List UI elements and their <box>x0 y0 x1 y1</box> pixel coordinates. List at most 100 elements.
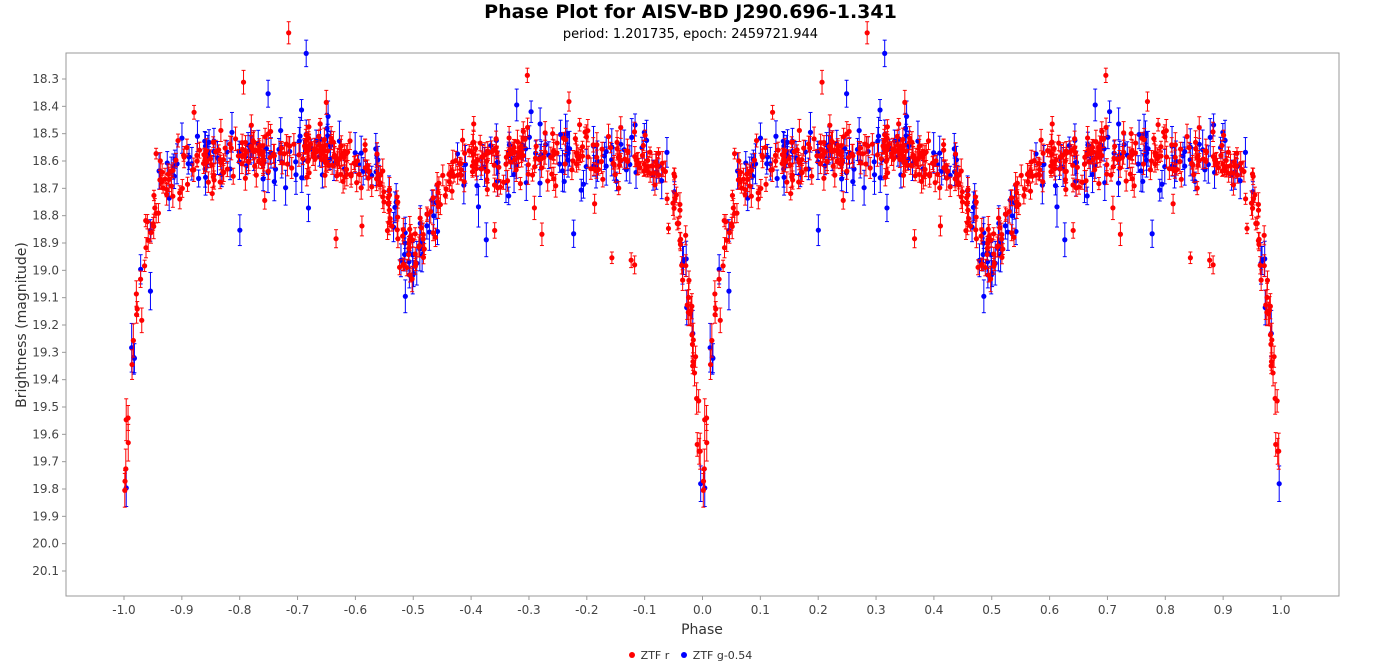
data-point-ztf-r <box>1263 302 1269 308</box>
data-point-ztf-g <box>970 204 977 210</box>
data-point-ztf-r <box>1172 142 1178 148</box>
data-point-ztf-r <box>1127 171 1133 177</box>
data-point-ztf-r <box>550 130 556 137</box>
data-point-ztf-r <box>525 171 531 177</box>
data-point-ztf-r <box>673 192 679 198</box>
data-point-ztf-r <box>218 127 224 134</box>
data-point-ztf-g <box>1013 228 1019 235</box>
data-point-ztf-r <box>184 144 190 151</box>
data-point-ztf-r <box>1014 203 1020 209</box>
data-point-ztf-r <box>432 234 439 240</box>
data-point-ztf-g <box>629 134 635 140</box>
data-point-ztf-r <box>713 306 719 312</box>
data-point-ztf-r <box>966 215 972 222</box>
data-point-ztf-r <box>1219 142 1225 149</box>
data-point-ztf-g <box>537 121 543 127</box>
data-point-ztf-r <box>874 152 881 158</box>
data-point-ztf-r <box>1040 150 1046 156</box>
data-point-ztf-r <box>811 136 817 142</box>
data-point-ztf-r <box>1110 205 1116 211</box>
data-point-ztf-r <box>394 194 400 200</box>
data-point-ztf-r <box>916 171 922 178</box>
data-point-ztf-g <box>1276 481 1282 487</box>
data-point-ztf-r <box>927 173 933 179</box>
data-point-ztf-r <box>864 30 870 36</box>
data-point-ztf-g <box>1149 231 1155 237</box>
data-point-ztf-g <box>757 135 764 141</box>
data-point-ztf-r <box>763 181 769 187</box>
data-point-ztf-r <box>925 138 932 144</box>
data-point-ztf-g <box>1159 181 1165 187</box>
data-point-ztf-r <box>1269 337 1275 343</box>
data-point-ztf-r <box>300 156 306 162</box>
data-point-ztf-r <box>665 225 672 232</box>
data-point-ztf-r <box>837 160 843 167</box>
data-point-ztf-r <box>1163 154 1170 160</box>
chart-subtitle: period: 1.201735, epoch: 2459721.944 <box>562 27 819 42</box>
data-point-ztf-r <box>917 152 923 159</box>
data-point-ztf-r <box>400 233 406 239</box>
data-point-ztf-g <box>877 175 883 181</box>
data-point-ztf-g <box>1207 134 1213 140</box>
data-point-ztf-r <box>520 153 527 159</box>
data-point-ztf-r <box>704 440 710 446</box>
data-point-ztf-g <box>1136 131 1142 138</box>
data-point-ztf-r <box>721 245 728 251</box>
data-point-ztf-r <box>772 152 779 158</box>
data-point-ztf-r <box>1103 72 1109 78</box>
data-point-ztf-r <box>809 173 815 179</box>
data-point-ztf-r <box>616 185 622 191</box>
data-point-ztf-r <box>1057 154 1063 160</box>
data-point-ztf-r <box>912 173 918 179</box>
data-point-ztf-g <box>571 231 577 237</box>
data-point-ztf-r <box>258 160 265 167</box>
data-point-ztf-r <box>232 136 239 142</box>
data-point-ztf-g <box>710 355 716 361</box>
data-point-ztf-g <box>1140 178 1146 185</box>
data-point-ztf-r <box>616 162 623 168</box>
data-point-ztf-r <box>569 167 575 173</box>
data-point-ztf-g <box>807 129 814 135</box>
data-point-ztf-r <box>321 148 327 155</box>
data-point-ztf-g <box>851 166 857 172</box>
data-point-ztf-r <box>173 157 179 163</box>
data-point-ztf-r <box>209 190 215 197</box>
data-point-ztf-r <box>1230 182 1237 188</box>
data-point-ztf-r <box>1270 370 1276 376</box>
data-point-ztf-r <box>655 150 662 156</box>
data-point-ztf-r <box>652 182 658 188</box>
data-point-ztf-r <box>511 144 517 150</box>
data-point-ztf-g <box>743 160 749 166</box>
data-point-ztf-r <box>1207 257 1213 263</box>
data-point-ztf-r <box>1203 148 1209 154</box>
data-point-ztf-r <box>1040 179 1046 185</box>
data-point-ztf-r <box>191 109 197 115</box>
data-point-ztf-r <box>485 148 491 154</box>
data-point-ztf-r <box>492 227 498 234</box>
data-point-ztf-r <box>579 144 586 150</box>
data-point-ztf-g <box>580 181 587 187</box>
data-point-ztf-r <box>594 154 600 160</box>
data-point-ztf-r <box>374 151 380 157</box>
data-point-ztf-r <box>462 150 468 156</box>
data-point-ztf-r <box>703 415 710 421</box>
data-point-ztf-r <box>814 153 820 159</box>
data-point-ztf-r <box>796 179 802 185</box>
data-point-ztf-r <box>296 152 302 158</box>
data-point-ztf-r <box>595 166 602 173</box>
data-point-ztf-g <box>483 237 489 243</box>
data-point-ztf-g <box>424 223 430 229</box>
data-point-ztf-r <box>858 160 864 166</box>
data-point-ztf-r <box>442 192 448 199</box>
data-point-ztf-r <box>1108 172 1114 178</box>
data-point-ztf-r <box>674 220 680 227</box>
data-point-ztf-r <box>588 166 594 172</box>
data-point-ztf-r <box>585 154 591 160</box>
data-point-ztf-g <box>324 125 330 131</box>
data-point-ztf-r <box>123 466 129 472</box>
data-point-ztf-r <box>224 166 230 172</box>
data-point-ztf-r <box>395 199 401 205</box>
data-point-ztf-r <box>395 236 401 242</box>
data-point-ztf-r <box>404 264 410 271</box>
